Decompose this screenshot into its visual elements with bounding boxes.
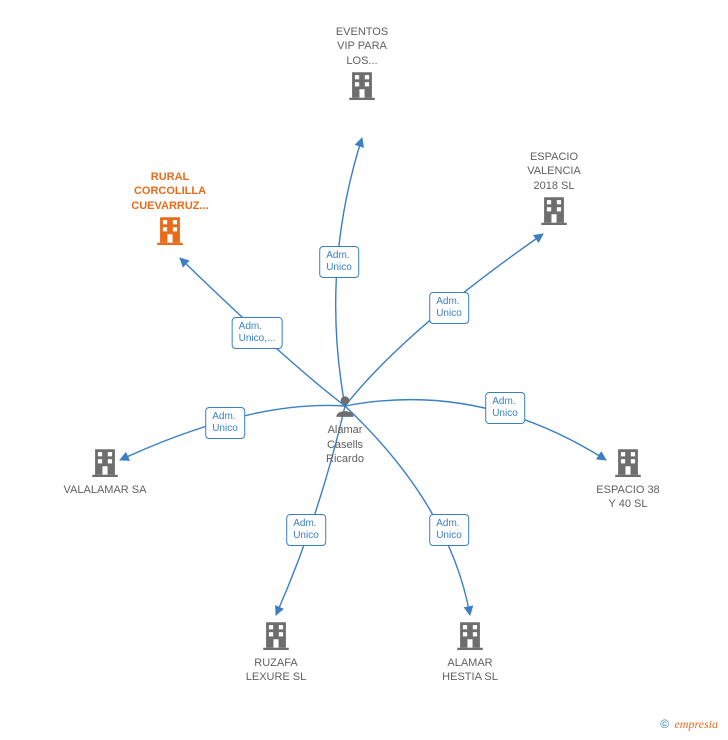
person-icon (332, 393, 358, 419)
company-node[interactable]: ESPACIO 38Y 40 SL (568, 445, 688, 512)
building-icon (611, 445, 645, 479)
center-node[interactable]: AlamarCasellsRicardo (305, 393, 385, 466)
node-label: VALALAMAR SA (45, 483, 165, 497)
edges-layer (0, 0, 728, 740)
company-node[interactable]: VALALAMAR SA (45, 445, 165, 497)
footer: © empresia (660, 717, 718, 732)
edge-label: Adm. Unico (205, 407, 245, 439)
node-label: RUZAFALEXURE SL (216, 656, 336, 685)
edge-label: Adm. Unico (429, 514, 469, 546)
company-node[interactable]: ESPACIOVALENCIA2018 SL (494, 150, 614, 231)
building-icon (453, 618, 487, 652)
company-node[interactable]: RURALCORCOLILLACUEVARRUZ... (110, 170, 230, 251)
edge-label: Adm. Unico (485, 392, 525, 424)
company-node[interactable]: ALAMARHESTIA SL (410, 618, 530, 685)
node-label: EVENTOSVIP PARALOS... (302, 25, 422, 68)
node-label: ESPACIO 38Y 40 SL (568, 483, 688, 512)
node-label: ESPACIOVALENCIA2018 SL (494, 150, 614, 193)
network-canvas: AlamarCasellsRicardo EVENTOSVIP PARALOS..… (0, 0, 728, 740)
center-label: AlamarCasellsRicardo (305, 423, 385, 466)
brand-name: empresia (674, 717, 718, 731)
building-icon (153, 213, 187, 247)
building-icon (259, 618, 293, 652)
building-icon (88, 445, 122, 479)
edge-label: Adm. Unico,... (232, 317, 283, 349)
edge-label: Adm. Unico (429, 292, 469, 324)
copyright-symbol: © (660, 717, 669, 731)
edge-label: Adm. Unico (319, 246, 359, 278)
company-node[interactable]: RUZAFALEXURE SL (216, 618, 336, 685)
edge-label: Adm. Unico (286, 514, 326, 546)
building-icon (537, 193, 571, 227)
node-label: ALAMARHESTIA SL (410, 656, 530, 685)
company-node[interactable]: EVENTOSVIP PARALOS... (302, 25, 422, 106)
building-icon (345, 68, 379, 102)
node-label: RURALCORCOLILLACUEVARRUZ... (110, 170, 230, 213)
